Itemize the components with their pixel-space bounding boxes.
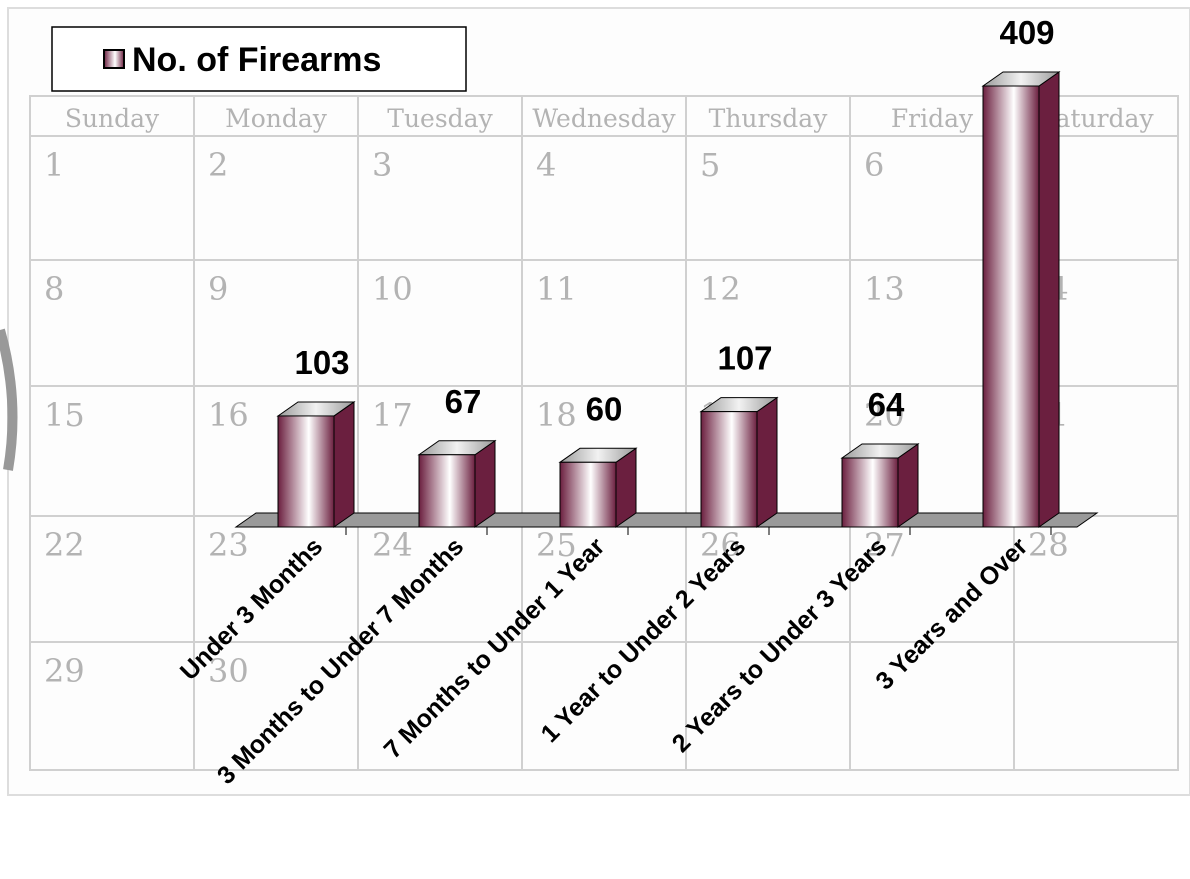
binder-ring-decoration: [0, 328, 18, 471]
day-number: 6: [864, 146, 884, 184]
day-number: 27: [864, 526, 905, 564]
calendar-grid: [29, 95, 1179, 771]
bar-5: [981, 71, 1061, 528]
day-number: 26: [700, 526, 741, 564]
bar-side: [1038, 71, 1060, 528]
day-number: 22: [44, 526, 85, 564]
bar-2: [558, 447, 638, 528]
bar-side: [474, 439, 496, 528]
day-number: 28: [1028, 526, 1069, 564]
legend-label: No. of Firearms: [132, 41, 381, 79]
calendar-day-numbers: 1234567891011121314151617181920212223242…: [44, 146, 1069, 690]
day-number: 9: [208, 270, 228, 308]
day-number: 11: [536, 270, 577, 308]
bar-front: [700, 411, 758, 528]
category-label-0: Under 3 Months: [175, 532, 328, 685]
day-header-wednesday: Wednesday: [532, 104, 676, 133]
bar-1: [417, 439, 497, 528]
legend: No. of Firearms: [51, 26, 467, 92]
day-header-monday: Monday: [225, 104, 328, 133]
category-label-1: 3 Months to Under 7 Months: [212, 532, 469, 789]
day-number: 3: [372, 146, 392, 184]
data-label-1: 67: [445, 383, 482, 420]
bar-front: [841, 457, 899, 528]
day-number: 30: [208, 652, 249, 690]
bar-series: [276, 71, 1061, 528]
legend-swatch: [103, 49, 125, 69]
calendar-border: [29, 95, 1179, 771]
day-number: 20: [864, 396, 905, 434]
category-label-2: 7 Months to Under 1 Year: [379, 532, 611, 764]
bar-front: [418, 454, 476, 528]
day-header-tuesday: Tuesday: [387, 104, 493, 133]
day-number: 5: [700, 146, 720, 184]
day-number: 17: [372, 396, 413, 434]
day-number: 10: [372, 270, 413, 308]
day-header-thursday: Thursday: [709, 104, 829, 133]
day-number: 23: [208, 526, 249, 564]
day-number: 1: [44, 146, 64, 184]
day-number: 8: [44, 270, 64, 308]
day-number: 2: [208, 146, 228, 184]
day-number: 29: [44, 652, 85, 690]
chart-floor: [234, 512, 1099, 528]
day-number: 18: [536, 396, 577, 434]
bar-4: [840, 443, 920, 528]
bar-side: [333, 400, 355, 528]
day-header-sunday: Sunday: [65, 104, 160, 133]
bar-front: [559, 461, 617, 528]
bar-side: [756, 396, 778, 528]
day-number: 12: [700, 270, 741, 308]
category-label-5: 3 Years and Over: [870, 532, 1033, 695]
day-number: 24: [372, 526, 413, 564]
data-label-4: 64: [868, 386, 905, 423]
data-label-5: 409: [999, 14, 1054, 51]
bar-3: [699, 396, 779, 528]
calendar-day-headers: Sunday Monday Tuesday Wednesday Thursday Frid…: [65, 104, 1155, 133]
bar-front: [982, 85, 1040, 528]
day-number: 13: [864, 270, 905, 308]
bar-0: [276, 400, 356, 528]
day-header-friday: Friday: [891, 104, 974, 133]
day-number: 25: [536, 526, 577, 564]
bar-front: [277, 415, 335, 528]
day-number: 16: [208, 396, 249, 434]
data-label-2: 60: [586, 390, 623, 427]
day-number: 15: [44, 396, 85, 434]
day-number: 4: [536, 146, 556, 184]
data-label-0: 103: [294, 344, 349, 381]
data-label-3: 107: [717, 340, 772, 377]
